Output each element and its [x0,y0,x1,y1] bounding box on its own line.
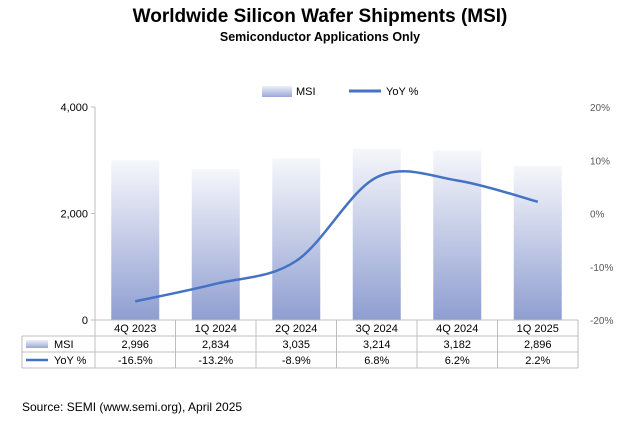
chart-title: Worldwide Silicon Wafer Shipments (MSI) [133,6,508,27]
legend-label-yoy: YoY % [386,86,419,98]
left-tick-label: 2,000 [60,209,88,221]
left-tick-label: 4,000 [60,102,88,114]
right-tick-label: 20% [590,103,610,114]
legend: MSI YoY % [262,86,419,98]
bar-msi [272,158,321,320]
yoy-line [134,170,539,303]
x-tick-label: 2Q 2024 [275,323,317,335]
axes: 0 2,000 4,000 -20% -10% 0% 10% 20% [60,102,613,327]
left-tick-label: 0 [82,315,88,327]
table-swatch-msi [26,340,48,348]
table-row-label-msi: MSI [54,339,74,351]
bar-msi [111,160,160,320]
bar-msi [513,165,562,320]
data-label-msi: 3,182 [443,339,471,351]
x-tick-label: 3Q 2024 [356,323,398,335]
data-label-yoy: 2.2% [525,355,550,367]
source-note: Source: SEMI (www.semi.org), April 2025 [22,400,243,414]
data-label-msi: 2,834 [202,339,230,351]
bar-msi [433,150,482,320]
data-label-yoy: -8.9% [282,355,311,367]
right-tick-label: 0% [590,210,605,221]
right-tick-label: -20% [590,316,613,327]
x-tick-label: 4Q 2023 [114,323,156,335]
x-tick-label: 4Q 2024 [436,323,478,335]
x-tick-label: 1Q 2025 [517,323,559,335]
yoy-line-group [134,170,539,303]
x-tick-label: 1Q 2024 [195,323,237,335]
data-label-yoy: 6.8% [364,355,389,367]
legend-swatch-msi [262,86,292,97]
data-label-msi: 3,035 [282,339,310,351]
table-row-label-yoy: YoY % [54,355,87,367]
data-label-msi: 2,896 [524,339,552,351]
right-tick-label: -10% [590,263,613,274]
bar-msi [191,169,240,320]
data-label-msi: 2,996 [121,339,149,351]
right-tick-label: 10% [590,156,610,167]
data-label-yoy: -13.2% [198,355,233,367]
data-label-msi: 3,214 [363,339,391,351]
data-label-yoy: 6.2% [445,355,470,367]
legend-label-msi: MSI [296,86,316,98]
data-label-yoy: -16.5% [118,355,153,367]
chart-subtitle: Semiconductor Applications Only [220,30,420,44]
bars [111,148,562,320]
data-table: 4Q 2023 1Q 2024 2Q 2024 3Q 2024 4Q 2024 1Q 20… [21,319,579,369]
bar-msi [352,148,401,320]
